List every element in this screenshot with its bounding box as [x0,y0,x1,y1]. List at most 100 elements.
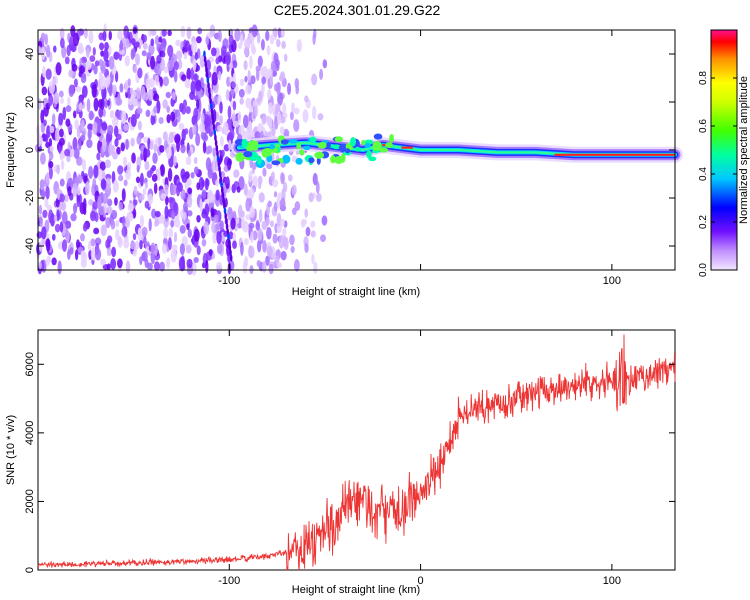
snr-series-line [37,334,676,571]
spectrogram-noise-cell [119,39,124,52]
figure-title: C2E5.2024.301.01.29.G22 [274,2,441,18]
spectrogram-noise-cell [83,28,88,39]
spectrogram-noise-cell [219,101,223,114]
spectrogram-noise-cell [227,157,232,171]
colorbar-frame [710,29,738,271]
spectrogram-noise-cell [183,52,188,60]
spectrogram-noise-cell [101,138,107,153]
spectrogram-noise-cell [257,55,263,68]
spectrogram-noise-cell [162,131,168,141]
spectrogram-noise-cell [52,76,59,86]
spectrogram-noise-cell [86,98,91,113]
spectrogram-noise-cell [268,116,273,130]
spectrogram-noise-cell [200,112,205,124]
spectrogram-noise-cell [121,188,126,202]
spectrogram-noise-cell [110,220,116,230]
spectrogram-y-label: Frequency (Hz) [5,112,17,188]
spectrogram-noise-cell [98,168,103,182]
spectrogram-noise-cell [151,208,157,219]
spectrogram-noise-cell [114,70,119,83]
spectrogram-noise-cell [249,187,255,199]
spectrogram-noise-cell [278,234,285,249]
spectrogram-noise-cell [48,137,53,148]
spectrogram-noise-cell [148,218,152,232]
spectrogram-noise-cell [117,30,123,40]
spectrogram-noise-cell [97,119,101,134]
spectrogram-noise-cell [48,209,54,224]
spectrogram-noise-cell [261,220,268,230]
spectrogram-noise-cell [108,30,112,41]
spectrogram-noise-cell [137,101,141,109]
spectrogram-noise-cell [170,220,174,228]
spectrogram-noise-cell [99,258,107,266]
spectrogram-noise-cell [187,228,193,239]
spectrogram-noise-cell [110,258,117,270]
spectrogram-noise-cell [232,60,238,69]
spectrogram-noise-cell [239,33,244,46]
spectrogram-noise-cell [63,194,69,202]
spectrogram-noise-cell [135,41,140,48]
spectrogram-noise-cell [184,40,190,52]
spectrogram-noise-cell [74,119,79,130]
spectrogram-noise-cell [51,233,56,241]
spectrogram-noise-cell [300,218,308,226]
spectrogram-noise-cell [106,263,111,271]
snr-y-label: SNR (10 * v/v) [5,415,17,485]
spectrogram-noise-cell [45,44,51,58]
spectrogram-noise-cell [147,88,154,102]
spectrogram-signal-blob [334,156,344,165]
spectrogram-noise-cell [273,191,278,198]
spectrogram-noise-cell [88,30,94,44]
spectrogram-noise-cell [48,161,54,169]
spectrogram-noise-cell [251,24,258,38]
spectrogram-noise-cell [218,114,224,125]
spectrogram-noise-cell [106,206,113,215]
spectrogram-noise-cell [65,220,72,229]
spectrogram-y-tick-label: -20 [24,190,36,206]
spectrogram-noise-cell [88,110,94,121]
spectrogram-noise-cell [237,204,243,219]
spectrogram-noise-cell [266,45,271,56]
spectrogram-noise-cell [149,55,156,70]
spectrogram-noise-cell [166,114,171,124]
spectrogram-noise-cell [75,85,82,93]
spectrogram-noise-cell [127,162,132,173]
spectrogram-noise-cell [311,253,315,265]
spectrogram-noise-cell [132,96,137,107]
spectrogram-noise-cell [283,53,288,62]
spectrogram-noise-cell [256,260,262,267]
spectrogram-noise-cell [193,256,199,264]
spectrogram-noise-cell [289,111,294,121]
spectrogram-y-tick-label: 0 [24,147,36,153]
spectrogram-noise-cell [250,40,255,54]
spectrogram-x-tick-label: 100 [603,275,621,287]
spectrogram-noise-cell [252,162,257,170]
spectrogram-noise-cell [107,124,114,136]
spectrogram-noise-cell [231,81,237,89]
spectrogram-noise-cell [112,180,119,193]
spectrogram-noise-cell [273,201,278,212]
spectrogram-noise-cell [201,239,207,247]
spectrogram-noise-cell [146,170,153,178]
snr-frame [37,329,676,571]
spectrogram-noise-cell [51,113,56,125]
spectrogram-noise-cell [174,219,181,228]
spectrogram-noise-cell [168,131,174,144]
spectrogram-noise-cell [215,189,220,201]
spectrogram-noise-cell [222,121,229,136]
spectrogram-noise-cell [72,183,79,197]
spectrogram-signal-blob [243,150,253,158]
spectrogram-noise-cell [204,177,209,191]
spectrogram-noise-cell [312,172,318,186]
spectrogram-signal-blob [269,143,276,150]
spectrogram-noise-cell [260,130,264,139]
spectrogram-noise-cell [76,127,81,139]
spectrogram-noise-cell [123,123,129,132]
spectrogram-noise-cell [280,250,287,261]
spectrogram-signal-blob [317,142,327,149]
spectrogram-noise-cell [271,179,279,188]
spectrogram-noise-cell [65,105,72,113]
spectrogram-noise-cell [164,205,169,220]
spectrogram-noise-cell [108,83,113,97]
spectrogram-noise-cell [146,52,152,60]
